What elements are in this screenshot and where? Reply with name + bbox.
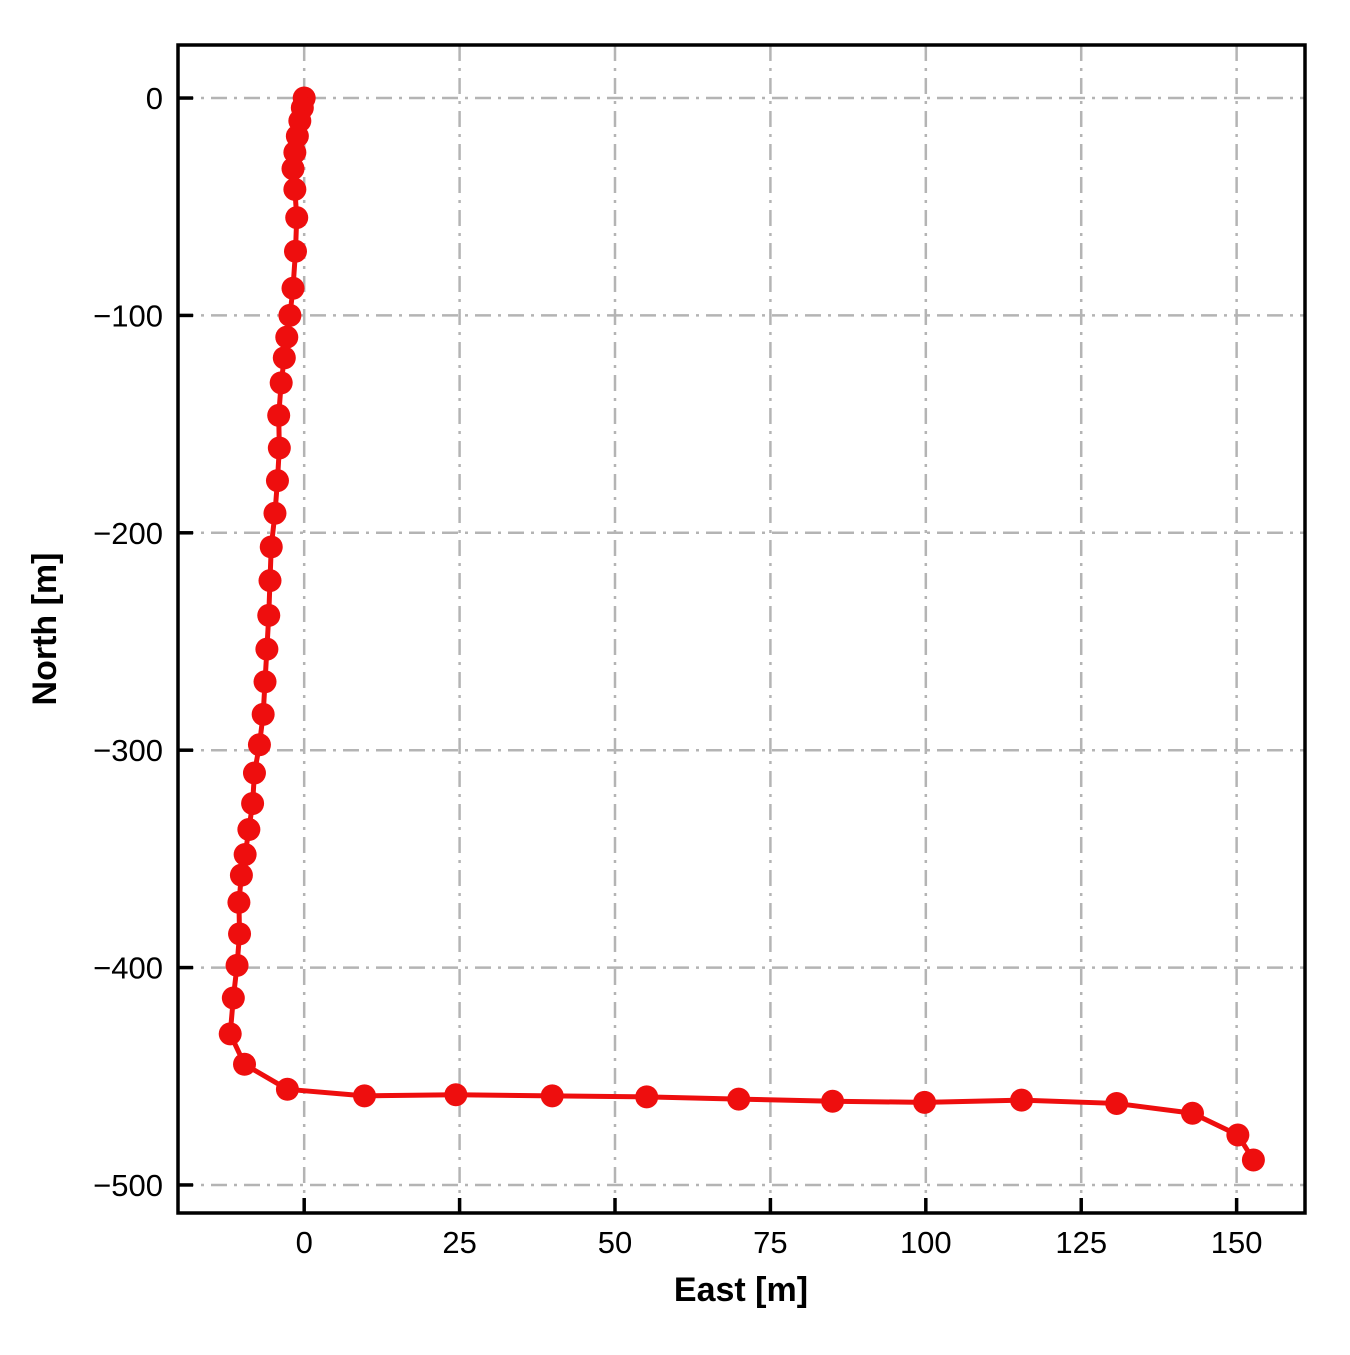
trajectory-point bbox=[221, 986, 245, 1010]
x-tick-label: 150 bbox=[1211, 1225, 1263, 1260]
trajectory-point bbox=[242, 761, 266, 785]
trajectory-point bbox=[247, 733, 271, 757]
trajectory-point bbox=[281, 157, 305, 181]
trajectory-point bbox=[228, 922, 252, 946]
trajectory-point bbox=[1105, 1091, 1129, 1115]
trajectory-point bbox=[283, 177, 307, 201]
trajectory-point bbox=[229, 863, 253, 887]
x-tick-label: 75 bbox=[753, 1225, 787, 1260]
trajectory-point bbox=[913, 1090, 937, 1114]
trajectory-line bbox=[227, 95, 1256, 1163]
trajectory-point bbox=[275, 325, 299, 349]
trajectory-point bbox=[1180, 1101, 1204, 1125]
x-tick-label: 100 bbox=[900, 1225, 952, 1260]
trajectory-point bbox=[233, 1052, 257, 1076]
trajectory-point bbox=[269, 371, 293, 395]
axes-layer bbox=[176, 43, 1307, 1215]
trajectory-point bbox=[218, 1022, 242, 1046]
y-tick-label: −200 bbox=[93, 516, 163, 551]
x-tick-label: 25 bbox=[442, 1225, 476, 1260]
trajectory-point bbox=[251, 702, 275, 726]
trajectory-point bbox=[259, 535, 283, 559]
y-tick-label: −100 bbox=[93, 298, 163, 333]
x-axis-label: East [m] bbox=[674, 1271, 808, 1309]
y-tick-label: −500 bbox=[93, 1168, 163, 1203]
trajectory-point bbox=[267, 436, 291, 460]
trajectory-point bbox=[275, 1077, 299, 1101]
trajectory-point bbox=[283, 239, 307, 263]
y-axis-label: North [m] bbox=[26, 553, 64, 706]
trajectory-point bbox=[1226, 1123, 1250, 1147]
trajectory-point bbox=[258, 569, 282, 593]
trajectory-point bbox=[265, 469, 289, 493]
trajectory-point bbox=[1241, 1148, 1265, 1172]
data-layer bbox=[218, 86, 1265, 1172]
trajectory-point bbox=[821, 1089, 845, 1113]
trajectory-point bbox=[225, 953, 249, 977]
label-layer: East [m] North [m] 0 25 50 75 100 125 150 0 −100… bbox=[26, 81, 1262, 1309]
trajectory-point bbox=[253, 670, 277, 694]
trajectory-point bbox=[233, 843, 257, 867]
x-tick-label: 50 bbox=[598, 1225, 632, 1260]
trajectory-point bbox=[540, 1084, 564, 1108]
y-tick-label: −300 bbox=[93, 733, 163, 768]
trajectory-point bbox=[227, 890, 251, 914]
x-tick-label: 125 bbox=[1055, 1225, 1107, 1260]
trajectory-point bbox=[1010, 1088, 1034, 1112]
trajectory-point bbox=[281, 276, 305, 300]
trajectory-point bbox=[352, 1084, 376, 1108]
trajectory-point bbox=[241, 791, 265, 815]
trajectory-point bbox=[263, 501, 287, 525]
trajectory-point bbox=[272, 346, 296, 370]
trajectory-point bbox=[237, 818, 261, 842]
trajectory-point bbox=[278, 303, 302, 327]
trajectory-point bbox=[727, 1087, 751, 1111]
trajectory-point bbox=[267, 403, 291, 427]
y-tick-label: −400 bbox=[93, 951, 163, 986]
trajectory-point bbox=[285, 206, 309, 230]
trajectory-point bbox=[257, 603, 281, 627]
trajectory-point bbox=[255, 637, 279, 661]
grid-layer bbox=[178, 45, 1305, 1213]
trajectory-point bbox=[635, 1085, 659, 1109]
x-tick-label: 0 bbox=[296, 1225, 313, 1260]
y-tick-label: 0 bbox=[146, 81, 163, 116]
trajectory-point bbox=[444, 1083, 468, 1107]
plot-border bbox=[176, 43, 1307, 1215]
